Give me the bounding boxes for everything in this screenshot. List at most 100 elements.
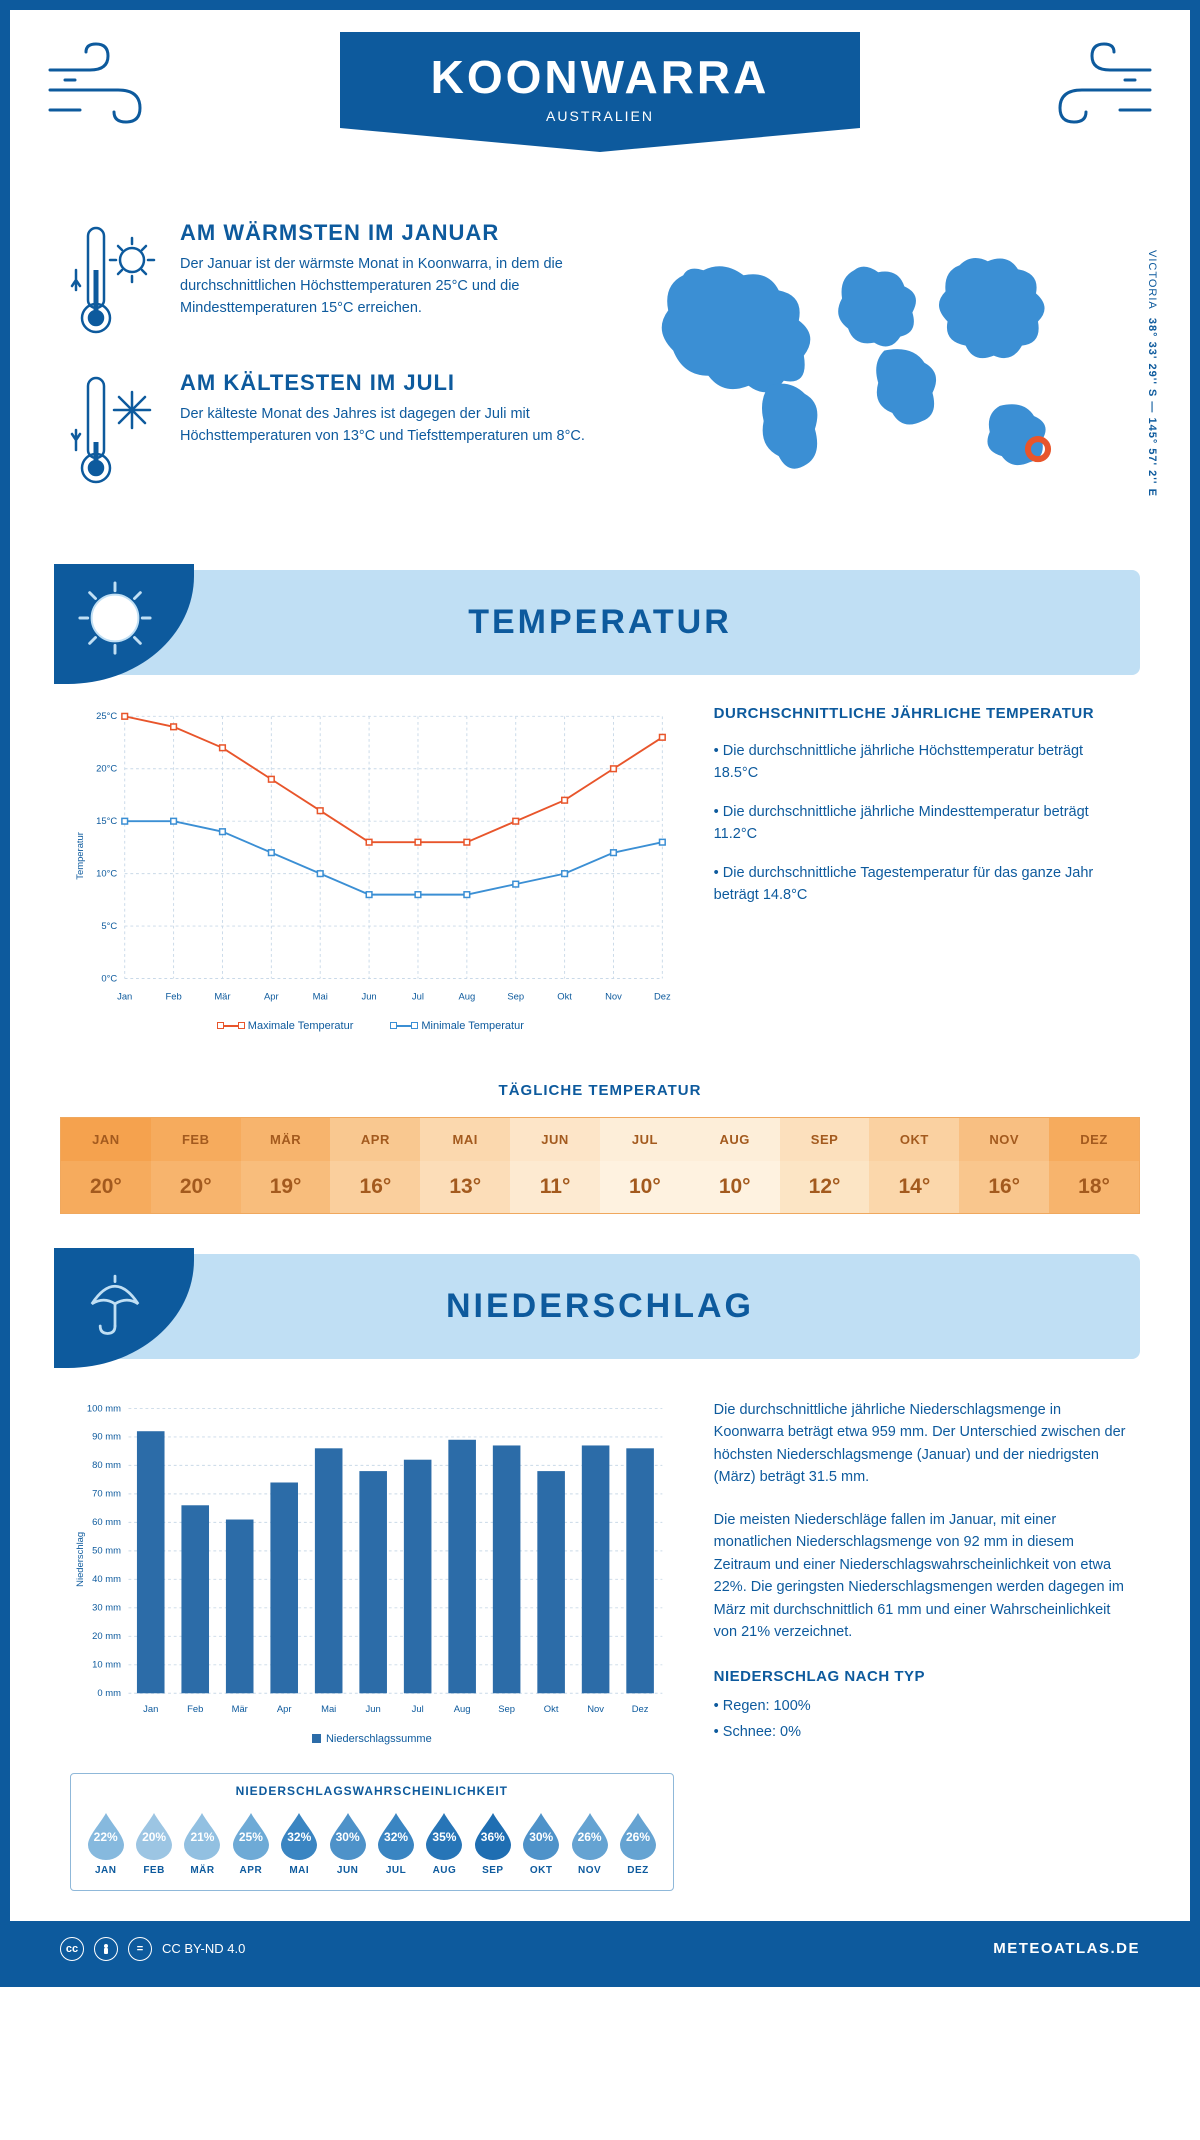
probability-item: 30% OKT [519, 1810, 564, 1876]
coldest-text: Der kälteste Monat des Jahres ist dagege… [180, 404, 598, 448]
daily-head-cell: MAI [420, 1118, 510, 1161]
svg-text:Sep: Sep [498, 1703, 515, 1714]
svg-text:90 mm: 90 mm [92, 1431, 121, 1442]
daily-val-cell: 18° [1049, 1161, 1139, 1213]
temp-chart-legend: Maximale Temperatur Minimale Temperatur [70, 1020, 674, 1032]
coordinates: VICTORIA 38° 33' 29'' S — 145° 57' 2'' E [1146, 250, 1158, 497]
footer: cc = CC BY-ND 4.0 METEOATLAS.DE [10, 1921, 1190, 1977]
svg-text:Apr: Apr [264, 990, 279, 1001]
by-icon [94, 1937, 118, 1961]
daily-val-cell: 19° [241, 1161, 331, 1213]
daily-head-cell: DEZ [1049, 1118, 1139, 1161]
daily-head-cell: JUN [510, 1118, 600, 1161]
world-map-icon [628, 220, 1130, 501]
svg-text:Nov: Nov [587, 1703, 604, 1714]
probability-item: 26% DEZ [615, 1810, 660, 1876]
probability-item: 25% APR [228, 1810, 273, 1876]
svg-text:Jun: Jun [361, 990, 376, 1001]
svg-text:Nov: Nov [605, 990, 622, 1001]
svg-text:Jan: Jan [117, 990, 132, 1001]
precipitation-banner: NIEDERSCHLAG [60, 1254, 1140, 1359]
daily-temp-title: TÄGLICHE TEMPERATUR [10, 1082, 1190, 1099]
probability-item: 36% SEP [470, 1810, 515, 1876]
svg-text:Sep: Sep [507, 990, 524, 1001]
intro-section: AM WÄRMSTEN IM JANUAR Der Januar ist der… [10, 210, 1190, 560]
daily-head-cell: MÄR [241, 1118, 331, 1161]
daily-head-cell: NOV [959, 1118, 1049, 1161]
daily-head-cell: JAN [61, 1118, 151, 1161]
svg-text:Mai: Mai [313, 990, 328, 1001]
svg-text:Jun: Jun [366, 1703, 381, 1714]
svg-text:Dez: Dez [654, 990, 671, 1001]
daily-val-cell: 12° [780, 1161, 870, 1213]
svg-text:Mai: Mai [321, 1703, 336, 1714]
svg-text:Okt: Okt [557, 990, 572, 1001]
precip-chart-legend: Niederschlagssumme [70, 1733, 674, 1745]
svg-text:25°C: 25°C [96, 710, 117, 721]
daily-head-cell: AUG [690, 1118, 780, 1161]
svg-text:Niederschlag: Niederschlag [74, 1532, 85, 1587]
warmest-block: AM WÄRMSTEN IM JANUAR Der Januar ist der… [70, 220, 598, 340]
header-banner: KOONWARRA AUSTRALIEN [340, 32, 860, 152]
svg-text:Jan: Jan [143, 1703, 158, 1714]
probability-item: 21% MÄR [180, 1810, 225, 1876]
svg-text:0°C: 0°C [101, 972, 117, 983]
probability-item: 30% JUN [325, 1810, 370, 1876]
temp-stat-1: • Die durchschnittliche jährliche Höchst… [714, 740, 1130, 785]
temperature-title: TEMPERATUR [468, 603, 732, 642]
svg-text:Dez: Dez [632, 1703, 649, 1714]
daily-temp-table: JANFEBMÄRAPRMAIJUNJULAUGSEPOKTNOVDEZ 20°… [60, 1117, 1140, 1214]
precipitation-title: NIEDERSCHLAG [446, 1287, 754, 1326]
svg-text:Aug: Aug [454, 1703, 471, 1714]
daily-val-cell: 16° [959, 1161, 1049, 1213]
daily-val-cell: 10° [690, 1161, 780, 1213]
sun-icon [54, 564, 194, 684]
warmest-title: AM WÄRMSTEN IM JANUAR [180, 220, 598, 246]
probability-item: 35% AUG [422, 1810, 467, 1876]
thermometer-hot-icon [70, 220, 160, 340]
svg-text:10 mm: 10 mm [92, 1658, 121, 1669]
svg-text:40 mm: 40 mm [92, 1573, 121, 1584]
svg-text:100 mm: 100 mm [87, 1402, 121, 1413]
probability-item: 32% MAI [277, 1810, 322, 1876]
svg-text:70 mm: 70 mm [92, 1488, 121, 1499]
probability-box: NIEDERSCHLAGSWAHRSCHEINLICHKEIT 22% JAN … [70, 1773, 674, 1891]
precip-bytype-title: NIEDERSCHLAG NACH TYP [714, 1668, 1130, 1685]
precipitation-bar-chart: 0 mm10 mm20 mm30 mm40 mm50 mm60 mm70 mm8… [70, 1399, 674, 1720]
svg-text:Feb: Feb [187, 1703, 203, 1714]
precip-rain: • Regen: 100% [714, 1695, 1130, 1717]
precip-snow: • Schnee: 0% [714, 1721, 1130, 1743]
daily-head-cell: APR [330, 1118, 420, 1161]
precipitation-section: 0 mm10 mm20 mm30 mm40 mm50 mm60 mm70 mm8… [10, 1389, 1190, 1921]
city-title: KOONWARRA [360, 50, 840, 104]
temp-stats-title: DURCHSCHNITTLICHE JÄHRLICHE TEMPERATUR [714, 705, 1130, 722]
daily-val-cell: 13° [420, 1161, 510, 1213]
probability-item: 22% JAN [83, 1810, 128, 1876]
daily-val-cell: 10° [600, 1161, 690, 1213]
svg-text:Jul: Jul [412, 990, 424, 1001]
license-text: CC BY-ND 4.0 [162, 1941, 245, 1956]
svg-text:10°C: 10°C [96, 867, 117, 878]
svg-text:Mär: Mär [214, 990, 230, 1001]
svg-text:Temperatur: Temperatur [74, 832, 85, 880]
coldest-block: AM KÄLTESTEN IM JULI Der kälteste Monat … [70, 370, 598, 490]
world-map-block: VICTORIA 38° 33' 29'' S — 145° 57' 2'' E [628, 220, 1130, 520]
probability-item: 20% FEB [131, 1810, 176, 1876]
temperature-line-chart: 0°C5°C10°C15°C20°C25°CJanFebMärAprMaiJun… [70, 705, 674, 1007]
daily-val-cell: 11° [510, 1161, 600, 1213]
temperature-section: 0°C5°C10°C15°C20°C25°CJanFebMärAprMaiJun… [10, 705, 1190, 1062]
daily-val-cell: 20° [61, 1161, 151, 1213]
svg-text:Mär: Mär [232, 1703, 248, 1714]
svg-text:80 mm: 80 mm [92, 1459, 121, 1470]
svg-text:30 mm: 30 mm [92, 1601, 121, 1612]
svg-text:50 mm: 50 mm [92, 1545, 121, 1556]
daily-head-cell: SEP [780, 1118, 870, 1161]
coldest-title: AM KÄLTESTEN IM JULI [180, 370, 598, 396]
svg-text:0 mm: 0 mm [97, 1687, 121, 1698]
svg-text:Okt: Okt [544, 1703, 559, 1714]
country-subtitle: AUSTRALIEN [360, 108, 840, 124]
svg-text:Feb: Feb [165, 990, 181, 1001]
temp-stat-2: • Die durchschnittliche jährliche Mindes… [714, 801, 1130, 846]
svg-text:Aug: Aug [458, 990, 475, 1001]
umbrella-icon [54, 1248, 194, 1368]
